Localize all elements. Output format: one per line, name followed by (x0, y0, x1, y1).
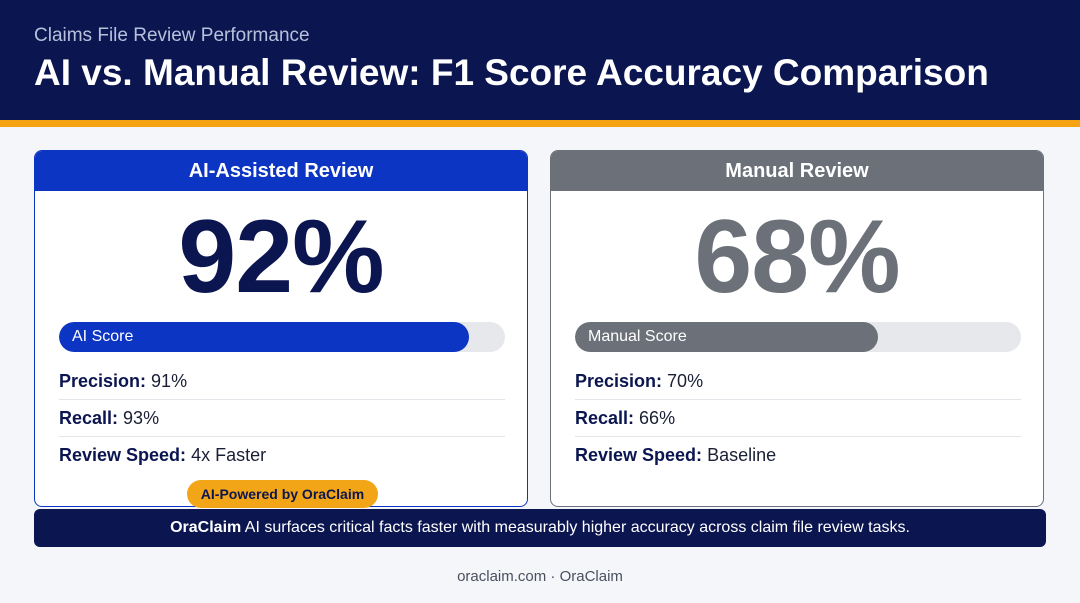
metric-value: 93% (123, 408, 160, 428)
subtitle: Claims File Review Performance (34, 25, 310, 46)
metric-row: Review Speed: 4x Faster (59, 437, 505, 473)
metric-value: 4x Faster (191, 445, 267, 465)
title: AI vs. Manual Review: F1 Score Accuracy … (34, 52, 989, 93)
accent-stripe (0, 120, 1080, 127)
score-value: 68% (694, 199, 900, 315)
metrics: Precision: 70% Recall: 66% Review Speed: B… (575, 363, 1021, 473)
metrics: Precision: 91% Recall: 93% Review Speed: 4… (59, 363, 505, 473)
metric-row: Review Speed: Baseline (575, 437, 1021, 473)
metric-row: Precision: 91% (59, 363, 505, 400)
bar-label: Manual Score (588, 328, 687, 345)
metric-label: Review Speed: (59, 445, 187, 465)
metric-value: 66% (639, 408, 676, 428)
score-bar (59, 322, 470, 352)
header: Claims File Review Performance AI vs. Ma… (0, 0, 1080, 120)
metric-label: Review Speed: (575, 445, 703, 465)
banner-text: AI surfaces critical facts faster with m… (244, 519, 910, 536)
metric-row: Precision: 70% (575, 363, 1021, 400)
metric-label: Recall: (59, 408, 119, 428)
metric-row: Recall: 66% (575, 400, 1021, 437)
score-track: AI Score (59, 322, 505, 352)
metric-value: 70% (667, 371, 704, 391)
metric-label: Precision: (575, 371, 663, 391)
metric-label: Precision: (59, 371, 147, 391)
score-bar (575, 322, 879, 352)
score-card: Manual Review 68% Manual Score Precision: 7… (550, 150, 1044, 507)
card-heading: Manual Review (551, 151, 1043, 191)
score-track: Manual Score (575, 322, 1021, 352)
score-value: 92% (178, 199, 384, 315)
metric-label: Recall: (575, 408, 635, 428)
footer: oraclaim.com · OraClaim (457, 568, 623, 585)
metric-value: 91% (151, 371, 188, 391)
card-heading: AI-Assisted Review (35, 151, 527, 191)
bar-label: AI Score (72, 328, 134, 345)
metric-value: Baseline (707, 445, 777, 465)
badge: AI-Powered by OraClaim (187, 480, 378, 508)
banner: OraClaim AI surfaces critical facts fast… (34, 509, 1046, 547)
metric-row: Recall: 93% (59, 400, 505, 437)
banner-brand: OraClaim (170, 519, 242, 536)
score-card: AI-Assisted Review 92% AI Score Precision: … (34, 150, 528, 507)
